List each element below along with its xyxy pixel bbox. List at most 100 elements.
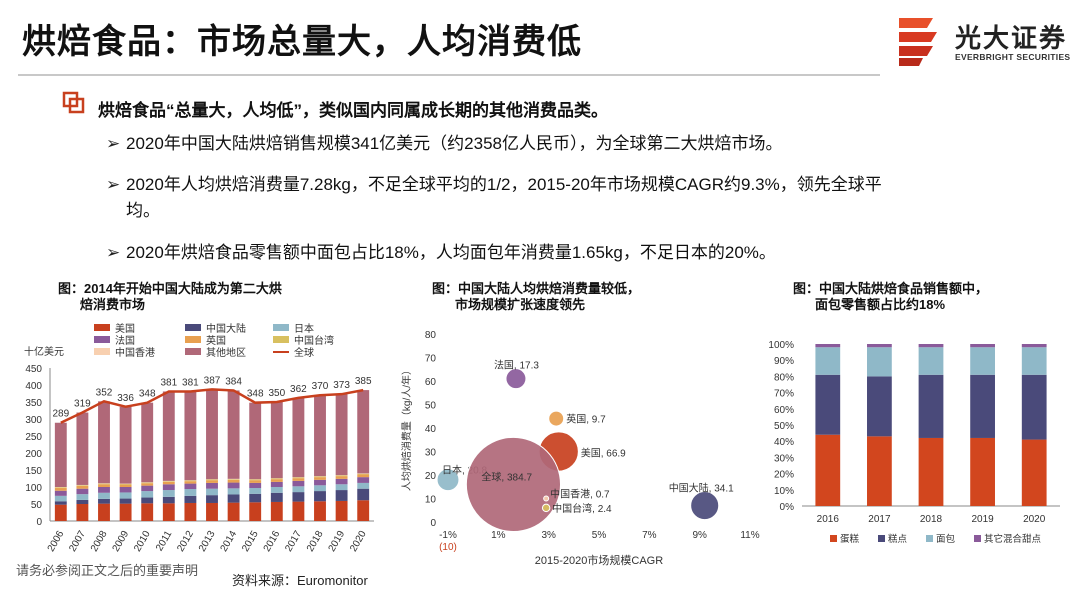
bar-segment: [249, 402, 262, 480]
y-tick-label: 0: [36, 517, 42, 528]
data-label: 373: [333, 380, 350, 391]
y-tick-label: 200: [25, 449, 42, 460]
data-label: 中国大陆, 34.1: [669, 482, 734, 495]
bar-segment: [184, 489, 197, 496]
x-tick-label: 2018: [920, 514, 943, 525]
bar-segment: [335, 476, 348, 479]
bar-segment: [270, 479, 283, 482]
bar-segment: [227, 390, 240, 479]
bar-segment: [357, 500, 370, 521]
bar-segment: [357, 474, 370, 478]
x-tick-label: 2019: [327, 529, 348, 554]
y-tick-label: 100%: [768, 340, 794, 351]
legend-swatch: [830, 535, 837, 542]
x-tick-label: 2015: [240, 529, 261, 554]
bar-segment: [815, 374, 841, 435]
bar-segment: [867, 344, 892, 348]
chart1-title-line1: 图：2014年开始中国大陆成为第二大烘: [58, 281, 282, 296]
summary-point-2-cont: 均。: [126, 201, 160, 220]
y-tick-label: 70: [425, 354, 437, 365]
bar-segment: [815, 434, 841, 506]
bar-segment: [141, 497, 154, 504]
chart-product-share: 0% 10% 20% 30% 40% 50% 60% 70% 80% 90% 100% 2016 201…: [768, 340, 1060, 545]
x-tick-label: 2009: [111, 529, 132, 554]
x-tick-label: 2010: [132, 529, 153, 554]
bar-segment: [335, 475, 348, 477]
bar-segment: [206, 482, 218, 489]
data-label: 中国台湾, 2.4: [552, 502, 612, 515]
bar-segment: [335, 394, 348, 476]
bar-segment: [292, 501, 305, 521]
legend-swatch: [273, 336, 289, 343]
chart1-title-line2: 焙消费市场: [80, 297, 146, 312]
x-tick-label: 2020: [348, 529, 369, 554]
legend-swatch: [94, 324, 110, 331]
legend-swatch: [185, 336, 201, 343]
x-axis-note: (10): [439, 542, 457, 553]
bar-segment: [867, 376, 892, 437]
bar-segment: [249, 482, 262, 489]
legend-label: 中国香港: [115, 346, 155, 359]
bar-segment: [292, 480, 305, 487]
y-tick-label: 40: [425, 424, 437, 435]
summary-point-1: ➢ 2020年中国大陆烘焙销售规模341亿美元（约2358亿人民币），为全球第二大…: [106, 131, 1056, 157]
bar-segment: [292, 477, 305, 479]
bar-segment: [162, 481, 175, 485]
legend-swatch: [273, 324, 289, 331]
legend-label: 其他地区: [206, 346, 246, 359]
bar-segment: [206, 502, 218, 521]
bar-segment: [54, 422, 67, 487]
bar-segment: [98, 492, 110, 499]
x-tick-label: 7%: [642, 530, 657, 541]
footer-disclaimer: 请务必参阅正文之后的重要声明: [16, 563, 199, 578]
logo-text: 光大证券: [955, 23, 1068, 53]
y-axis-title: 人均烘焙消费量（kg/人/年）: [400, 365, 413, 491]
bar-segment: [970, 374, 995, 438]
data-label: 348: [139, 389, 156, 400]
data-label: 全球, 384.7: [481, 470, 532, 483]
y-tick-label: 30: [425, 448, 437, 459]
legend-label: 糕点: [888, 533, 908, 545]
bar-segment: [141, 485, 154, 492]
footer-source: 资料来源：Euromonitor: [232, 573, 368, 588]
chart2-title-line2: 市场规模扩张速度领先: [455, 297, 586, 312]
everbright-logo: [895, 16, 941, 66]
data-label: 387: [204, 375, 221, 386]
bar-segment: [815, 347, 841, 375]
bar-segment: [314, 501, 326, 521]
bar-segment: [76, 499, 89, 504]
data-label: 385: [355, 376, 372, 387]
legend-swatch: [926, 535, 933, 542]
legend-label: 其它混合甜点: [984, 533, 1042, 545]
bar-segment: [1021, 344, 1047, 348]
bar-segment: [357, 488, 370, 501]
x-tick-label: -1%: [439, 530, 457, 541]
x-tick-label: 2007: [67, 529, 88, 554]
bubble-point: [690, 491, 720, 521]
bar-segment: [162, 484, 175, 491]
bar-segment: [1021, 439, 1047, 506]
y-tick-label: 50: [425, 401, 437, 412]
data-label: 319: [74, 399, 91, 410]
bar-segment: [970, 437, 995, 506]
y-tick-label: 250: [25, 432, 42, 443]
legend-label: 中国大陆: [206, 322, 246, 335]
data-label: 370: [312, 381, 329, 392]
legend-label: 面包: [936, 533, 956, 545]
y-tick-label: 0: [430, 518, 436, 529]
bar-segment: [292, 486, 305, 493]
legend-swatch: [878, 535, 885, 542]
y-tick-label: 350: [25, 398, 42, 409]
bar-segment: [292, 492, 305, 502]
y-tick-label: 30%: [774, 453, 794, 464]
y-tick-label: 20: [425, 471, 437, 482]
y-tick-label: 50: [31, 500, 43, 511]
legend-label: 中国台湾: [294, 334, 334, 347]
bar-segment: [54, 487, 67, 489]
global-line: [60, 388, 364, 424]
bar-segment: [76, 504, 89, 521]
chart3-title-line2: 面包零售额占比约18%: [815, 297, 946, 312]
x-tick-label: 2013: [197, 529, 218, 554]
bar-segment: [184, 483, 197, 490]
